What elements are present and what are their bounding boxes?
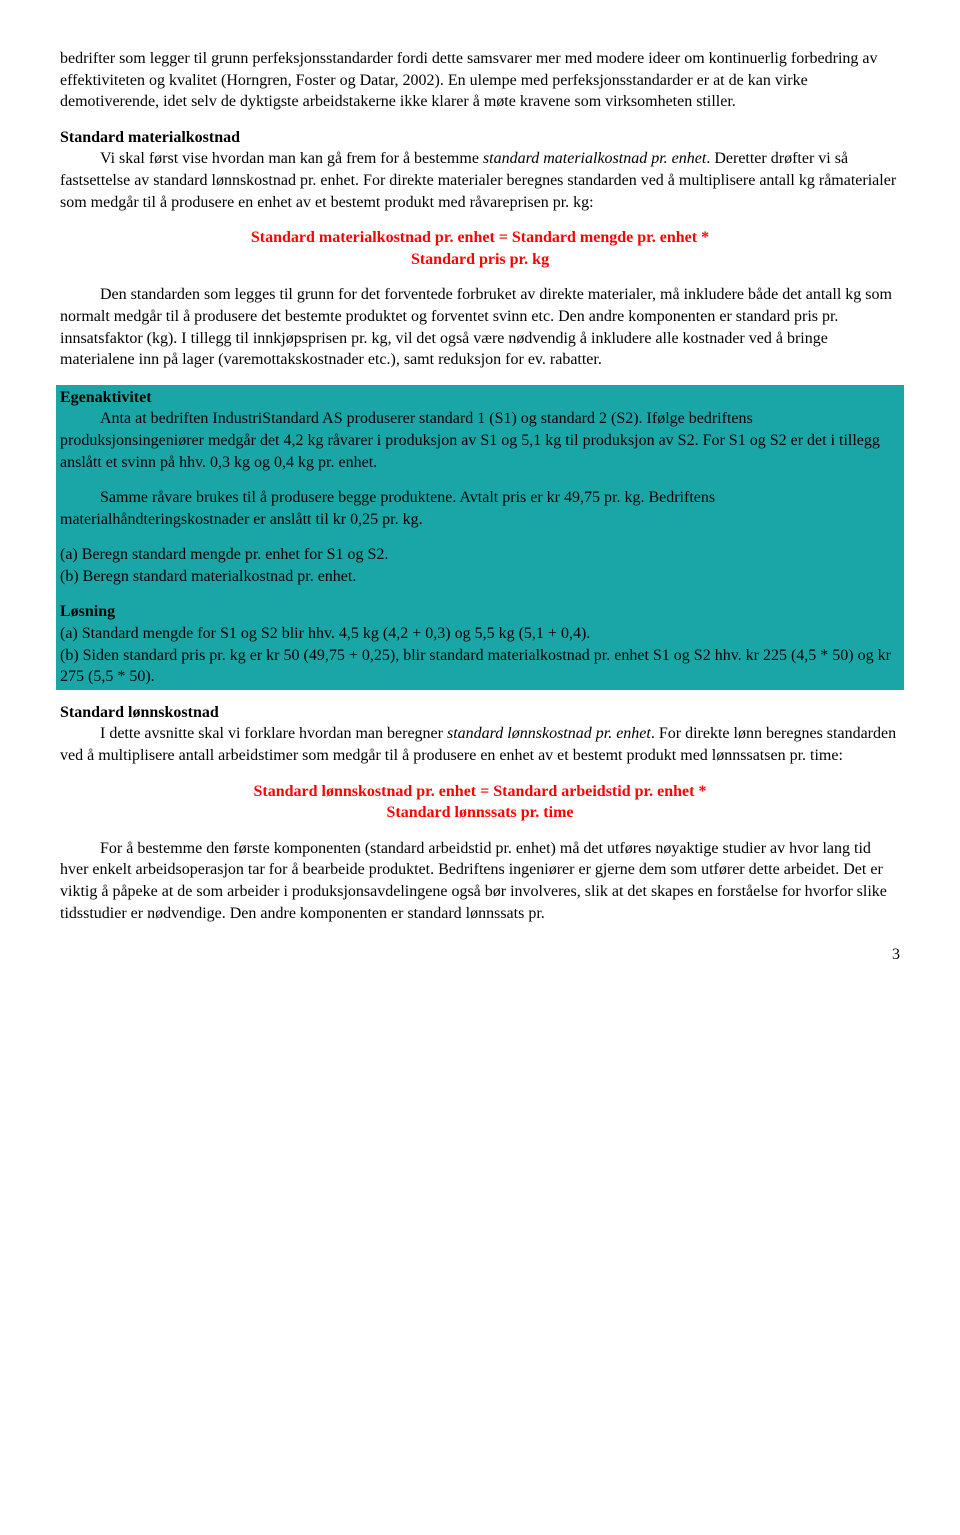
formula-line2: Standard lønnssats pr. time [386,804,573,821]
italic-term: standard materialkostnad pr. enhet [483,150,706,167]
egenaktivitet-p2: Samme råvare brukes til å produsere begg… [60,487,900,530]
italic-term: standard lønnskostnad pr. enhet [447,725,651,742]
paragraph-material-cost: Vi skal først vise hvordan man kan gå fr… [60,148,900,213]
losning-heading: Løsning [60,603,115,620]
question-b: (b) Beregn standard materialkostnad pr. … [60,568,356,585]
egenaktivitet-content: Egenaktivitet Anta at bedriften Industri… [60,387,900,473]
formula-line2: Standard pris pr. kg [411,251,549,268]
formula-line1: Standard lønnskostnad pr. enhet = Standa… [254,783,707,800]
formula-wage-cost: Standard lønnskostnad pr. enhet = Standa… [60,781,900,824]
page-number: 3 [60,944,900,966]
formula-line1: Standard materialkostnad pr. enhet = Sta… [251,229,709,246]
egenaktivitet-p1: Anta at bedriften IndustriStandard AS pr… [60,410,880,470]
heading-material-cost: Standard materialkostnad [60,127,900,149]
answer-b: (b) Siden standard pris pr. kg er kr 50 … [60,647,891,686]
egenaktivitet-heading: Egenaktivitet [60,389,152,406]
losning-content: Løsning (a) Standard mengde for S1 og S2… [60,601,900,687]
text: Vi skal først vise hvordan man kan gå fr… [100,150,483,167]
paragraph-standard-explain: Den standarden som legges til grunn for … [60,284,900,370]
paragraph-intro: bedrifter som legger til grunn perfeksjo… [60,48,900,113]
egenaktivitet-block: Egenaktivitet Anta at bedriften Industri… [56,385,904,690]
paragraph-wage-cost: I dette avsnitte skal vi forklare hvorda… [60,723,900,766]
answer-a: (a) Standard mengde for S1 og S2 blir hh… [60,625,590,642]
egenaktivitet-questions: (a) Beregn standard mengde pr. enhet for… [60,544,900,587]
formula-material-cost: Standard materialkostnad pr. enhet = Sta… [60,227,900,270]
heading-wage-cost: Standard lønnskostnad [60,702,900,724]
question-a: (a) Beregn standard mengde pr. enhet for… [60,546,388,563]
text: I dette avsnitte skal vi forklare hvorda… [100,725,447,742]
paragraph-wage-explain: For å bestemme den første komponenten (s… [60,838,900,924]
